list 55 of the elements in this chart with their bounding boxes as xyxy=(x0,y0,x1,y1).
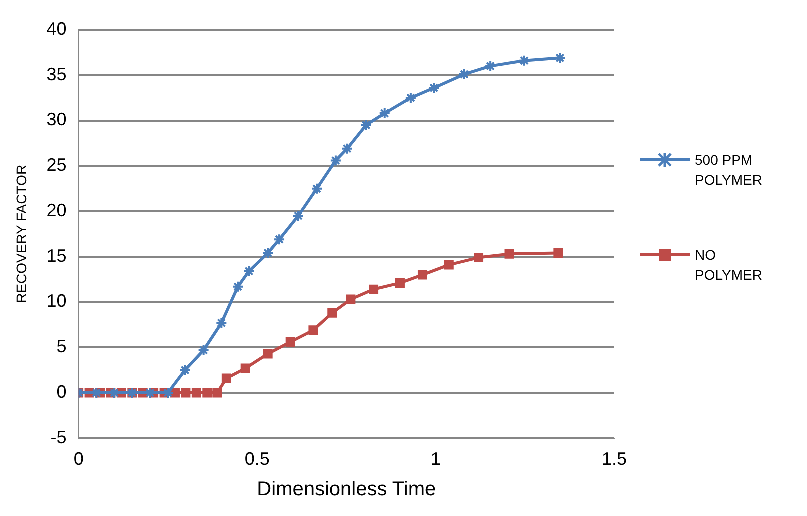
point xyxy=(202,388,212,398)
point xyxy=(418,270,428,280)
point xyxy=(192,388,202,398)
legend-label: 500 PPM POLYMER xyxy=(695,151,764,190)
point xyxy=(292,210,304,222)
point xyxy=(162,387,174,400)
point xyxy=(428,82,440,94)
point xyxy=(360,119,372,132)
point xyxy=(444,260,454,270)
point xyxy=(263,349,273,359)
x-tick-label: 1.5 xyxy=(602,449,628,470)
point xyxy=(474,253,484,263)
point xyxy=(286,337,296,347)
y-tick-label: 0 xyxy=(56,382,67,402)
point xyxy=(369,284,379,294)
point xyxy=(274,234,286,246)
x-tick-label: 1 xyxy=(430,449,441,470)
y-tick-label: 40 xyxy=(46,18,67,39)
point xyxy=(395,278,405,288)
y-tick-label: 30 xyxy=(46,110,67,130)
y-tick-label: -5 xyxy=(50,427,67,448)
x-tick-label: 0 xyxy=(74,449,84,470)
point xyxy=(181,388,191,398)
y-tick-label: 15 xyxy=(46,246,67,266)
point xyxy=(484,60,497,72)
point xyxy=(504,249,514,259)
point xyxy=(232,280,244,293)
y-tick-label: 35 xyxy=(46,64,67,84)
point xyxy=(198,344,210,356)
point xyxy=(262,247,274,260)
y-tick-label: 25 xyxy=(46,155,67,176)
point xyxy=(222,374,232,384)
point xyxy=(179,364,192,376)
y-tick-label: 5 xyxy=(56,336,67,357)
point xyxy=(330,154,342,167)
legend-label: NO POLYMER xyxy=(695,246,764,285)
y-axis-title: RECOVERY FACTOR xyxy=(13,164,30,304)
point xyxy=(458,68,470,80)
point xyxy=(243,265,256,278)
y-tick-label: 10 xyxy=(46,291,67,312)
point xyxy=(216,317,228,330)
x-axis-title: Dimensionless Time xyxy=(257,478,436,501)
point xyxy=(311,182,324,195)
y-tick-label: 20 xyxy=(46,200,67,220)
point xyxy=(308,326,318,336)
point xyxy=(212,388,222,398)
point xyxy=(554,248,564,258)
point xyxy=(341,142,354,155)
point xyxy=(378,107,391,120)
point xyxy=(240,364,250,374)
point xyxy=(518,54,530,67)
point xyxy=(346,294,356,304)
point xyxy=(328,308,338,318)
point xyxy=(404,92,417,104)
x-tick-label: 0.5 xyxy=(244,449,270,470)
